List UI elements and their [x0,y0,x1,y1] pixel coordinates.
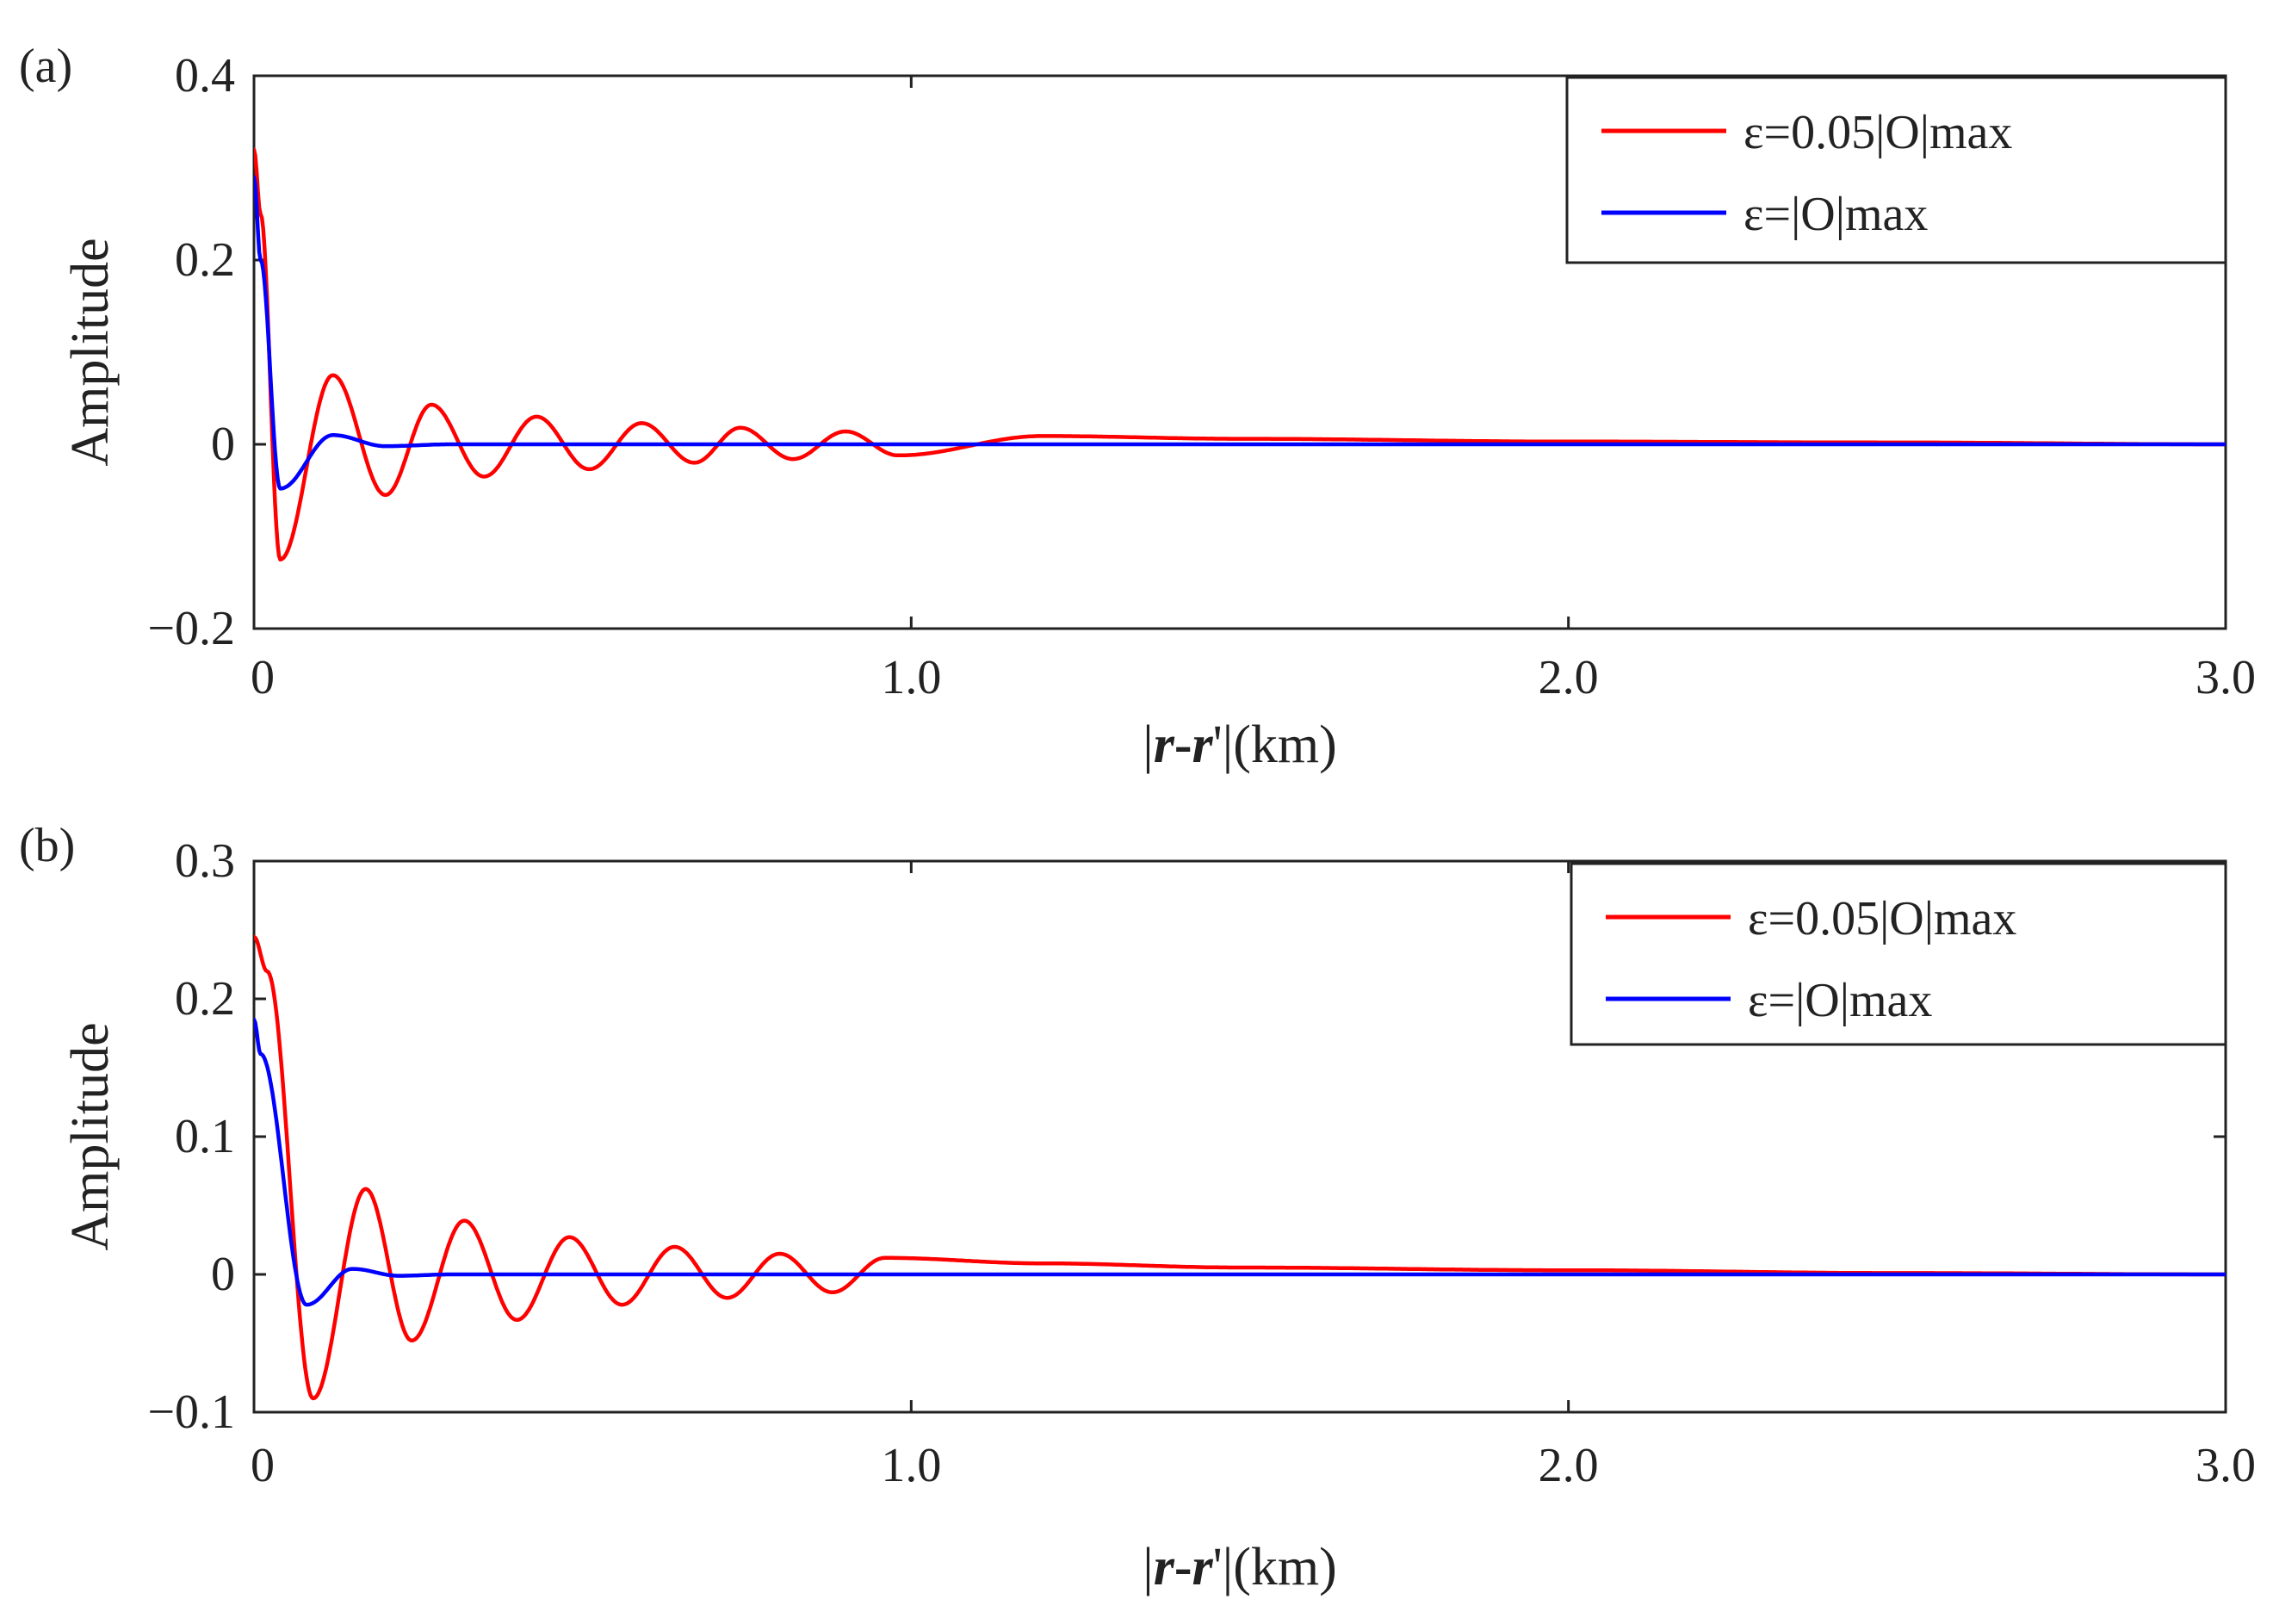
legend-label: ε=0.05|O|max [1743,106,2012,159]
x-tick-label: 2.0 [1539,651,1599,704]
x-axis-title: |r-r'|(km) [1143,1538,1336,1596]
x-axis-title-part: - [1174,716,1192,774]
panel-b-chart: (b)0 1.0 2.0 3.0−0.100.10.20.3Amplitude|r-r… [19,819,2256,1596]
y-tick-label: 0.1 [175,1110,235,1163]
x-axis-title-part: '|(km) [1213,1538,1337,1596]
legend-box [1565,76,2227,264]
x-tick-label: 0 [251,651,275,704]
x-axis-title-part: r [1154,1538,1175,1596]
series-line-blue [254,175,2226,491]
legend-label: ε=0.05|O|max [1748,892,2016,945]
y-tick-label: 0.2 [175,233,235,287]
panel-label: (b) [19,819,75,872]
x-tick-label: 2.0 [1539,1439,1599,1492]
x-axis-title-part: | [1143,1538,1153,1596]
y-tick-label: −0.1 [147,1385,235,1439]
x-tick-label: 3.0 [2196,651,2256,704]
x-axis-title-part: - [1174,1538,1192,1596]
x-tick-label: 1.0 [881,1439,941,1492]
x-tick-label: 1.0 [881,651,941,704]
y-tick-label: −0.2 [147,602,235,655]
series-line-blue [254,1017,2226,1307]
y-tick-label: 0.3 [175,834,235,888]
panel-a-chart: (a)0 1.0 2.0 3.0−0.200.20.4Amplitude|r-r'|(… [19,40,2256,774]
x-axis-title: |r-r'|(km) [1143,716,1336,774]
x-axis-title-part: r [1154,716,1175,774]
plot-frame [252,74,2227,630]
panel-label: (a) [19,40,72,93]
legend-label: ε=|O|max [1743,188,1928,241]
x-tick-label: 3.0 [2196,1439,2256,1492]
y-axis-title: Amplitude [61,1022,120,1250]
y-axis-title: Amplitude [61,238,120,466]
legend: ε=0.05|O|max ε=|O|max [1565,76,2227,264]
x-axis-title-part: r [1192,1538,1213,1596]
y-tick-label: 0 [211,418,235,471]
legend: ε=0.05|O|max ε=|O|max [1570,862,2227,1046]
y-tick-label: 0 [211,1248,235,1301]
y-tick-label: 0.2 [175,972,235,1026]
legend-box [1570,862,2227,1046]
legend-label: ε=|O|max [1748,974,1932,1027]
x-axis-title-part: '|(km) [1213,716,1337,774]
x-tick-label: 0 [251,1439,275,1492]
x-axis-title-part: | [1143,716,1153,774]
y-tick-label: 0.4 [175,49,235,102]
x-axis-title-part: r [1192,716,1213,774]
